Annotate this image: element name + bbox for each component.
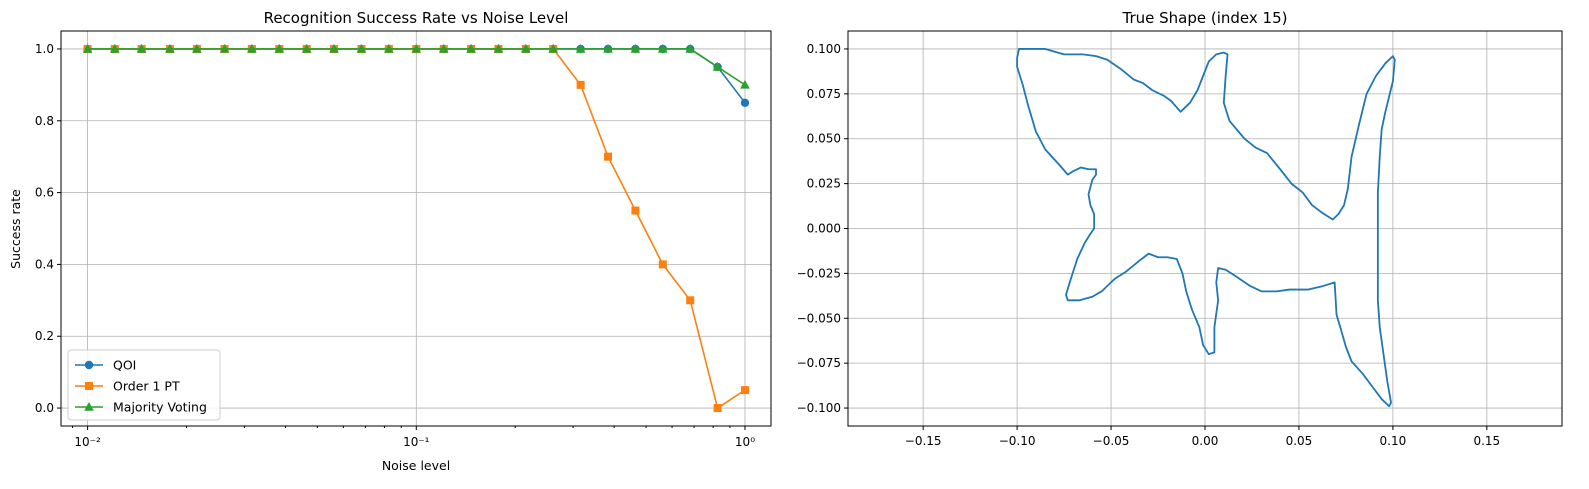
legend-label: Majority Voting	[113, 400, 207, 415]
data-point	[301, 43, 312, 53]
y-tick-label: 0.2	[35, 329, 54, 343]
x-tick-label: −0.10	[999, 434, 1036, 448]
data-point	[658, 260, 667, 269]
true-shape-chart: True Shape (index 15) −0.15 −0.10 −0.05 0.0…	[797, 9, 1563, 448]
data-point	[247, 43, 257, 53]
legend-box	[67, 349, 221, 421]
shape-outline	[1016, 48, 1396, 408]
data-point	[274, 43, 285, 53]
data-point	[575, 43, 586, 53]
y-tick-label: 0.8	[35, 114, 54, 128]
x-tick-label: 10⁻¹	[403, 435, 430, 449]
data-point	[192, 43, 202, 53]
y-tick-label: 0.0	[35, 401, 54, 415]
legend-marker	[84, 402, 94, 411]
data-point	[110, 43, 120, 53]
x-axis-label: Noise level	[382, 458, 450, 473]
y-tick-label: −0.050	[797, 311, 841, 325]
data-point	[165, 43, 175, 53]
legend-item: Majority Voting	[75, 400, 207, 415]
x-tick-label: 0.05	[1286, 434, 1313, 448]
data-point	[411, 43, 422, 53]
x-tick-label: 0.15	[1473, 434, 1500, 448]
data-point	[630, 43, 641, 53]
data-point	[136, 43, 147, 53]
data-point	[631, 206, 640, 215]
data-point	[740, 79, 750, 89]
data-point	[466, 43, 476, 53]
data-point	[356, 43, 367, 53]
legend-item: Order 1 PT	[75, 379, 180, 394]
series-layer	[1016, 48, 1396, 408]
data-point	[713, 404, 722, 413]
data-point	[685, 43, 695, 53]
y-tick-label: 0.000	[807, 222, 841, 236]
axis-ticks: −0.15 −0.10 −0.05 0.00 0.05 0.10 0.15 −0.100 −0.…	[797, 42, 1501, 448]
data-point	[686, 296, 695, 305]
y-tick-label: 0.075	[807, 87, 841, 101]
x-tick-label: −0.15	[905, 434, 942, 448]
x-tick-label: 0.10	[1380, 434, 1407, 448]
data-point	[712, 61, 723, 71]
legend-marker	[84, 360, 94, 370]
y-tick-label: 0.100	[807, 42, 841, 56]
axis-ticks: 10⁻² 10⁻¹ 10⁰ 0.0 0.2 0.4 0.6 0.8 1.0	[35, 42, 755, 449]
data-point	[493, 43, 504, 53]
y-axis-label: Success rate	[8, 189, 23, 269]
data-point	[384, 43, 394, 53]
data-point	[438, 43, 449, 53]
data-point	[576, 80, 585, 89]
x-tick-label: 10⁰	[735, 435, 755, 449]
data-point	[219, 43, 230, 53]
data-point	[603, 43, 613, 53]
success-rate-chart: Recognition Success Rate vs Noise Level …	[8, 9, 772, 473]
y-tick-label: −0.100	[797, 401, 841, 415]
data-point	[604, 152, 613, 161]
x-tick-label: 0.00	[1192, 434, 1219, 448]
y-tick-label: 0.025	[807, 177, 841, 191]
chart-title: Recognition Success Rate vs Noise Level	[264, 9, 569, 27]
grid	[848, 31, 1562, 426]
series-majority-voting	[82, 43, 750, 89]
legend-item: QOI	[75, 358, 136, 373]
data-point	[521, 43, 531, 53]
legend-label: Order 1 PT	[113, 379, 180, 394]
y-tick-label: −0.075	[797, 356, 841, 370]
data-point	[329, 43, 339, 53]
x-tick-label: −0.05	[1093, 434, 1130, 448]
y-tick-label: 0.4	[35, 257, 54, 271]
data-point	[740, 386, 749, 395]
y-tick-label: 0.6	[35, 186, 54, 200]
data-point	[740, 98, 750, 108]
data-point	[82, 43, 93, 53]
legend-label: QOI	[113, 358, 136, 373]
y-tick-label: 1.0	[35, 42, 54, 56]
series-layer	[82, 43, 750, 413]
data-point	[657, 43, 668, 53]
legend-marker	[85, 382, 93, 390]
legend: QOI Order 1 PT Majority Voting	[67, 349, 221, 421]
data-point	[548, 43, 559, 53]
x-tick-label: 10⁻²	[74, 435, 101, 449]
chart-title: True Shape (index 15)	[1122, 9, 1288, 27]
y-tick-label: 0.050	[807, 132, 841, 146]
y-tick-label: −0.025	[797, 266, 841, 280]
